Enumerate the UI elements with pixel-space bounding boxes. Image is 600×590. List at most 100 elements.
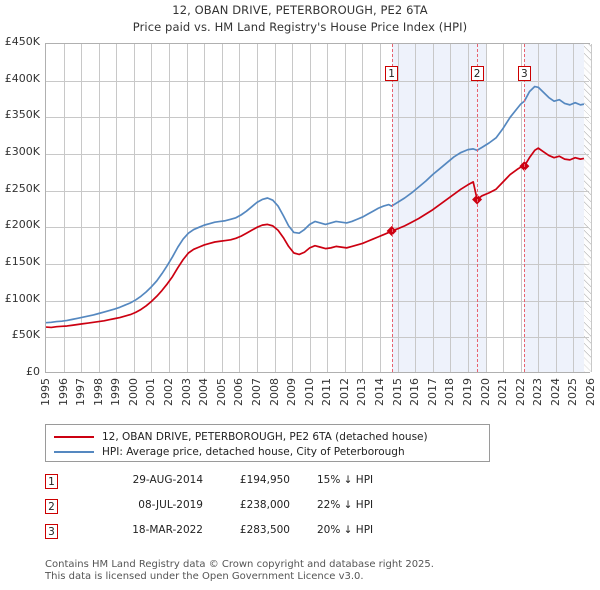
gridline-horizontal (46, 300, 589, 302)
y-tick-label: £150K (4, 255, 40, 268)
gridline-vertical (221, 44, 223, 372)
gridline-vertical (63, 44, 65, 372)
gridline-vertical (309, 44, 311, 372)
gridline-vertical (485, 44, 487, 372)
x-tick-label: 2003 (179, 378, 193, 406)
transaction-price: £283,500 (239, 524, 290, 536)
y-axis-labels: £0 £50K £100K £150K £200K £250K £300K £350K £400… (0, 35, 40, 378)
sale-marker-badge-3[interactable]: 3 (517, 66, 531, 81)
x-tick-label: 2012 (337, 378, 351, 406)
chart-container: £0 £50K £100K £150K £200K £250K £300K £350K £400… (0, 35, 600, 406)
x-tick-label: 2017 (425, 378, 439, 406)
gridline-vertical (327, 44, 329, 372)
gridline-vertical (432, 44, 434, 372)
gridline-vertical (169, 44, 171, 372)
series-line (46, 147, 585, 329)
gridline-horizontal (46, 154, 589, 155)
gridline-vertical (116, 44, 118, 372)
x-axis-labels: 1995 1996 1997 1998 1999 2000 2001 2002 2003 2004… (39, 378, 597, 424)
x-tick-label: 2026 (584, 378, 597, 406)
gridline-vertical (239, 44, 241, 372)
gridline-vertical (81, 44, 83, 372)
gridline-horizontal (46, 264, 589, 265)
x-tick-label: 2024 (548, 378, 562, 406)
x-tick-label: 2002 (162, 378, 176, 406)
gridline-vertical (362, 44, 364, 372)
gridline-vertical (591, 44, 592, 372)
x-tick-label: 2019 (460, 378, 474, 406)
x-tick-label: 2008 (267, 378, 281, 406)
transaction-badge[interactable]: 2 (45, 499, 58, 514)
page-title: 12, OBAN DRIVE, PETERBOROUGH, PE2 6TA (172, 3, 428, 17)
y-tick-label: £200K (4, 218, 40, 232)
x-tick-label: 2004 (197, 378, 211, 406)
x-tick-label: 2022 (513, 378, 527, 406)
series-line (46, 85, 585, 324)
transaction-hpi-delta: 22% ↓ HPI (317, 499, 374, 511)
transaction-badge[interactable]: 3 (45, 524, 58, 539)
gridline-vertical (186, 44, 188, 372)
x-tick-label: 2023 (531, 378, 545, 406)
transaction-badge[interactable]: 1 (45, 474, 58, 489)
sale-marker-line-2 (477, 44, 479, 372)
gridline-vertical (292, 44, 294, 372)
footer-attribution: Contains HM Land Registry data © Crown c… (45, 559, 585, 583)
x-tick-label: 2015 (390, 378, 404, 406)
y-tick-label: £450K (4, 35, 40, 48)
sale-marker-line-1 (391, 44, 393, 372)
chart-title-block: 12, OBAN DRIVE, PETERBOROUGH, PE2 6TA Pr… (0, 2, 600, 36)
x-tick-label: 2013 (355, 378, 369, 406)
gridline-vertical (503, 44, 505, 372)
x-tick-label: 1996 (56, 378, 70, 406)
x-tick-label: 2018 (443, 378, 457, 406)
gridline-vertical (415, 44, 417, 372)
x-tick-label: 2021 (496, 378, 510, 406)
plot-area: 1 2 3 (45, 43, 592, 373)
y-tick-label: £0 (26, 365, 40, 378)
gridline-vertical (256, 44, 258, 372)
x-tick-label: 1998 (91, 378, 105, 406)
x-tick-label: 2014 (373, 378, 387, 406)
gridline-vertical (274, 44, 276, 372)
x-tick-label: 2001 (144, 378, 158, 406)
gridline-vertical (467, 44, 469, 372)
x-tick-label: 1997 (74, 378, 88, 406)
transaction-date: 18-MAR-2022 (132, 524, 203, 536)
footer-line-1: Contains HM Land Registry data © Crown c… (45, 559, 434, 570)
legend-label-2: HPI: Average price, detached house, City… (102, 445, 405, 458)
gridline-vertical (133, 44, 135, 372)
sale-marker-badge-2[interactable]: 2 (470, 66, 484, 81)
y-tick-label: £100K (4, 291, 40, 305)
legend-item-2[interactable]: HPI: Average price, detached house, City… (52, 444, 483, 459)
x-tick-label: 2020 (478, 378, 492, 406)
page-subtitle: Price paid vs. HM Land Registry's House … (132, 20, 468, 34)
legend-item-1[interactable]: 12, OBAN DRIVE, PETERBOROUGH, PE2 6TA (d… (52, 429, 483, 444)
transaction-hpi-delta: 20% ↓ HPI (317, 524, 374, 536)
table-row[interactable]: 3 18-MAR-2022 £283,500 20% ↓ HPI (45, 522, 515, 547)
legend-label-1: 12, OBAN DRIVE, PETERBOROUGH, PE2 6TA (d… (102, 430, 428, 443)
y-tick-label: £250K (4, 181, 40, 195)
gridline-vertical (555, 44, 557, 372)
gridline-horizontal (46, 117, 589, 119)
legend-swatch-1 (54, 435, 94, 438)
sale-marker-line-3 (524, 44, 526, 372)
gridline-horizontal (46, 227, 589, 229)
x-tick-label: 2010 (302, 378, 316, 406)
gridline-vertical (520, 44, 522, 372)
gridline-vertical (573, 44, 575, 372)
chart-legend: 12, OBAN DRIVE, PETERBOROUGH, PE2 6TA (d… (45, 424, 490, 462)
table-row[interactable]: 2 08-JUL-2019 £238,000 22% ↓ HPI (45, 497, 515, 522)
y-tick-label: £50K (11, 328, 40, 342)
x-tick-label: 1999 (109, 378, 123, 406)
x-tick-label: 2025 (566, 378, 580, 406)
gridline-vertical (98, 44, 100, 372)
x-tick-label: 2000 (126, 378, 140, 406)
transactions-table: 1 29-AUG-2014 £194,950 15% ↓ HPI 2 08-JUL-201… (45, 472, 515, 547)
sale-marker-badge-1[interactable]: 1 (385, 66, 399, 81)
x-tick-label: 2006 (232, 378, 246, 406)
transaction-date: 08-JUL-2019 (138, 499, 203, 511)
table-row[interactable]: 1 29-AUG-2014 £194,950 15% ↓ HPI (45, 472, 515, 497)
transaction-price: £238,000 (239, 499, 290, 511)
x-tick-label: 2011 (320, 378, 334, 406)
